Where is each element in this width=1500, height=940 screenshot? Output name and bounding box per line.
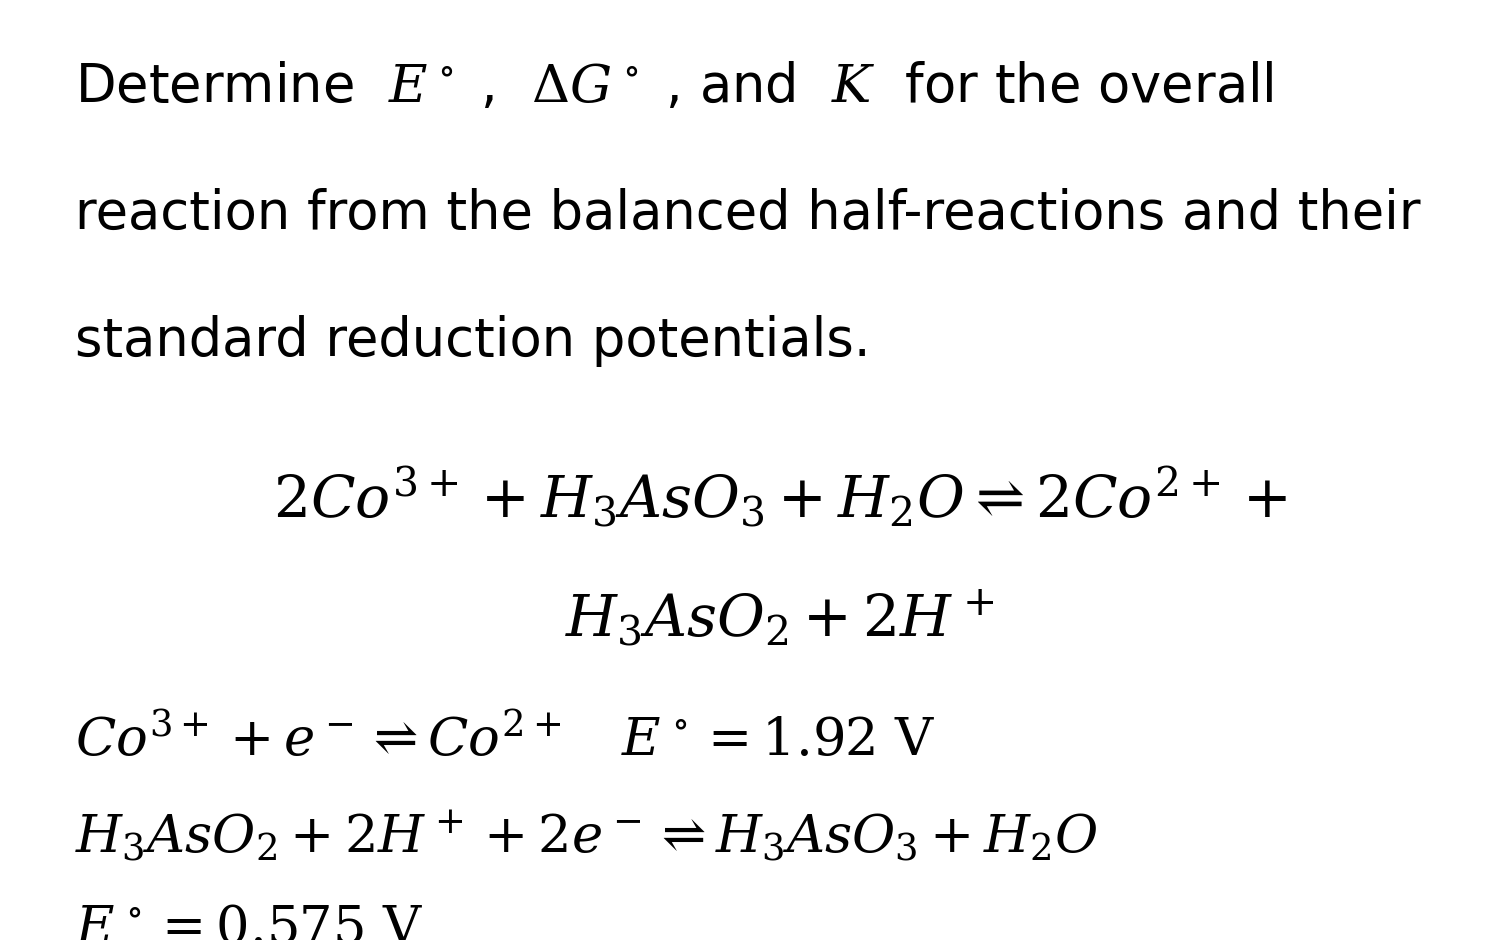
Text: $H_3AsO_2 + 2H^+$: $H_3AsO_2 + 2H^+$ <box>566 588 994 648</box>
Text: $E^\circ = 0.575\ \mathrm{V}$: $E^\circ = 0.575\ \mathrm{V}$ <box>75 902 423 940</box>
Text: $2Co^{3+} + H_3AsO_3 + H_2O \rightleftharpoons 2Co^{2+} +$: $2Co^{3+} + H_3AsO_3 + H_2O \rightleftha… <box>273 465 1287 530</box>
Text: $H_3AsO_2 + 2H^+ + 2e^- \rightleftharpoons H_3AsO_3 + H_2O$: $H_3AsO_2 + 2H^+ + 2e^- \rightleftharpoo… <box>75 808 1098 864</box>
Text: reaction from the balanced half-reactions and their: reaction from the balanced half-reaction… <box>75 188 1420 240</box>
Text: Determine  $E^\circ$ ,  $\Delta G^\circ$ , and  $K$  for the overall: Determine $E^\circ$ , $\Delta G^\circ$ ,… <box>75 61 1274 113</box>
Text: standard reduction potentials.: standard reduction potentials. <box>75 315 870 367</box>
Text: $Co^{3+} + e^- \rightleftharpoons Co^{2+} \quad E^\circ = 1.92\ \mathrm{V}$: $Co^{3+} + e^- \rightleftharpoons Co^{2+… <box>75 714 936 766</box>
